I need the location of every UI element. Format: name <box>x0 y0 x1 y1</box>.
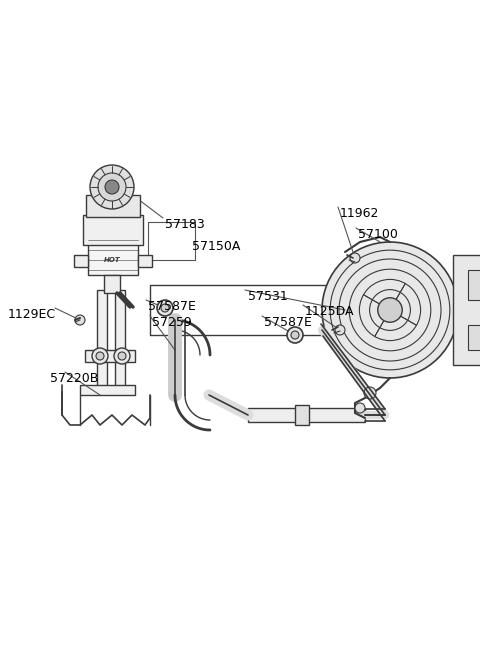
Text: 11962: 11962 <box>340 207 379 220</box>
Bar <box>83 215 143 245</box>
Text: 57259: 57259 <box>152 316 192 329</box>
Text: 57531: 57531 <box>248 290 288 303</box>
Circle shape <box>92 348 108 364</box>
Bar <box>80 385 135 395</box>
Circle shape <box>157 300 173 316</box>
Circle shape <box>364 387 376 399</box>
Circle shape <box>291 331 299 339</box>
Text: 57183: 57183 <box>165 218 205 231</box>
Circle shape <box>118 352 126 360</box>
Bar <box>468 325 480 350</box>
Bar <box>468 270 480 300</box>
Bar <box>88 235 138 275</box>
Circle shape <box>75 315 85 325</box>
Text: 57150A: 57150A <box>192 240 240 253</box>
Bar <box>115 362 125 387</box>
Text: 57220B: 57220B <box>50 372 98 385</box>
Text: 57587E: 57587E <box>264 316 312 329</box>
Bar <box>85 350 135 362</box>
Circle shape <box>355 403 365 413</box>
Circle shape <box>96 352 104 360</box>
Text: 1125DA: 1125DA <box>305 305 355 318</box>
Circle shape <box>287 327 303 343</box>
Bar <box>97 362 107 387</box>
Bar <box>248 408 365 422</box>
Text: 57587E: 57587E <box>148 300 196 313</box>
Bar <box>453 255 480 365</box>
Bar <box>138 255 152 267</box>
Circle shape <box>378 298 402 322</box>
Circle shape <box>161 304 169 312</box>
Text: 1129EC: 1129EC <box>8 308 56 321</box>
Circle shape <box>105 180 119 194</box>
Bar <box>295 405 309 425</box>
Circle shape <box>350 253 360 263</box>
Bar <box>74 255 88 267</box>
Circle shape <box>114 348 130 364</box>
Text: HOT: HOT <box>104 257 120 263</box>
Bar <box>97 290 107 350</box>
Bar <box>86 195 140 217</box>
Circle shape <box>322 242 458 378</box>
Bar <box>115 290 125 350</box>
Circle shape <box>90 165 134 209</box>
Circle shape <box>335 325 345 335</box>
Circle shape <box>98 173 126 201</box>
Bar <box>104 275 120 293</box>
Text: 57100: 57100 <box>358 228 398 241</box>
